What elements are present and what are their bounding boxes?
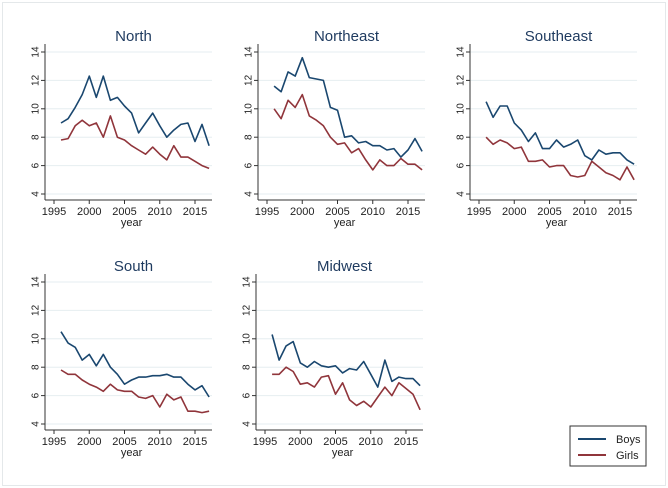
y-tick-label: 10 — [456, 103, 467, 115]
x-tick-label: 2010 — [361, 206, 385, 218]
series-line-boys — [60, 331, 210, 398]
y-tick-label: 4 — [31, 191, 42, 197]
x-tick-label: 2015 — [608, 206, 632, 218]
x-tick-label: 2015 — [183, 206, 207, 218]
legend-girls-label: Girls — [616, 450, 639, 462]
y-tick-label: 14 — [242, 276, 253, 288]
x-tick-label: 2000 — [288, 436, 312, 448]
panel-midwest: Midwest 4 6 8 10 12 14 1995 2000 2005 2010 2015 year — [242, 258, 423, 459]
series-line-girls — [60, 115, 210, 170]
y-tick-label: 6 — [244, 162, 255, 168]
y-tick-label: 6 — [242, 392, 253, 398]
y-tick-label: 14 — [456, 46, 467, 58]
series-line-girls — [272, 366, 421, 411]
x-tick-label: 2000 — [290, 206, 314, 218]
y-tick-label: 6 — [31, 162, 42, 168]
panel-north: North 4 6 8 10 12 14 1995 2000 2005 2010 2015 year — [31, 28, 212, 229]
y-tick-label: 14 — [31, 46, 42, 58]
y-tick-label: 6 — [31, 392, 42, 398]
y-tick-label: 12 — [456, 74, 467, 86]
x-axis-label: year — [121, 447, 143, 459]
y-tick-label: 4 — [31, 421, 42, 427]
y-tick-label: 10 — [31, 333, 42, 345]
x-tick-label: 2005 — [323, 436, 347, 448]
y-tick-label: 12 — [242, 304, 253, 316]
y-tick-label: 8 — [456, 134, 467, 140]
x-axis-label: year — [334, 217, 356, 229]
y-tick-label: 4 — [456, 191, 467, 197]
y-tick-label: 8 — [244, 134, 255, 140]
panel-title: Southeast — [525, 28, 593, 45]
x-tick-label: 2005 — [112, 206, 136, 218]
legend-boys-label: Boys — [616, 434, 641, 446]
y-tick-label: 8 — [242, 364, 253, 370]
x-tick-label: 2015 — [394, 436, 418, 448]
x-tick-label: 1995 — [42, 436, 66, 448]
y-tick-label: 6 — [456, 162, 467, 168]
x-tick-label: 2010 — [359, 436, 383, 448]
series-line-boys — [485, 101, 635, 165]
legend-box — [569, 425, 647, 467]
y-tick-label: 12 — [244, 74, 255, 86]
y-tick-label: 12 — [31, 74, 42, 86]
panel-title: South — [114, 258, 153, 275]
x-axis-label: year — [546, 217, 568, 229]
x-tick-label: 2005 — [325, 206, 349, 218]
y-tick-label: 14 — [31, 276, 42, 288]
x-tick-label: 1995 — [42, 206, 66, 218]
y-tick-label: 8 — [31, 364, 42, 370]
panel-northeast: Northeast 4 6 8 10 12 14 1995 2000 2005 2010 2015 ye… — [244, 28, 425, 229]
x-axis-label: year — [121, 217, 143, 229]
y-tick-label: 10 — [242, 333, 253, 345]
y-tick-label: 10 — [244, 103, 255, 115]
series-line-boys — [271, 334, 421, 388]
series-line-boys — [60, 75, 210, 146]
x-axis-label: year — [332, 447, 354, 459]
x-tick-label: 2005 — [537, 206, 561, 218]
y-tick-label: 14 — [244, 46, 255, 58]
series-line-girls — [485, 136, 635, 181]
y-tick-label: 12 — [31, 304, 42, 316]
series-line-girls — [60, 369, 210, 414]
series-line-girls — [273, 93, 423, 171]
x-tick-label: 2000 — [502, 206, 526, 218]
panel-title: Midwest — [317, 258, 373, 275]
panel-south: South 4 6 8 10 12 14 1995 2000 2005 2010 2015 year — [31, 258, 212, 459]
x-tick-label: 1995 — [467, 206, 491, 218]
x-tick-label: 2005 — [112, 436, 136, 448]
panel-title: Northeast — [314, 28, 380, 45]
series-line-boys — [273, 56, 423, 158]
y-tick-label: 8 — [31, 134, 42, 140]
x-tick-label: 2015 — [183, 436, 207, 448]
y-tick-label: 4 — [242, 421, 253, 427]
y-tick-label: 4 — [244, 191, 255, 197]
legend: Boys Girls — [569, 425, 647, 467]
x-tick-label: 1995 — [255, 206, 279, 218]
x-tick-label: 2000 — [77, 206, 101, 218]
x-tick-label: 2010 — [148, 436, 172, 448]
x-tick-label: 2000 — [77, 436, 101, 448]
panel-southeast: Southeast 4 6 8 10 12 14 1995 2000 2005 2010 2015 ye… — [456, 28, 637, 229]
x-tick-label: 2010 — [573, 206, 597, 218]
x-tick-label: 2015 — [396, 206, 420, 218]
panel-title: North — [115, 28, 152, 45]
y-tick-label: 10 — [31, 103, 42, 115]
x-tick-label: 2010 — [148, 206, 172, 218]
x-tick-label: 1995 — [253, 436, 277, 448]
